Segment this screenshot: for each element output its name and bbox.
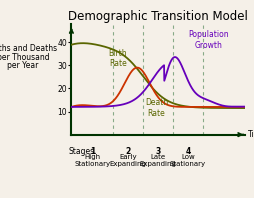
Text: Early: Early (119, 154, 136, 160)
Text: Late: Late (150, 154, 165, 160)
Text: Expanding: Expanding (139, 161, 176, 167)
Text: Birth
Rate: Birth Rate (108, 49, 126, 68)
Text: Stages: Stages (68, 147, 94, 156)
Text: Death
Rate: Death Rate (145, 98, 168, 118)
Text: 3: 3 (155, 147, 160, 156)
Text: per Thousand: per Thousand (0, 52, 49, 62)
Text: Births and Deaths: Births and Deaths (0, 44, 57, 53)
Text: Time: Time (247, 130, 254, 139)
Text: High: High (84, 154, 100, 160)
Text: 1: 1 (89, 147, 94, 156)
Text: Stationary: Stationary (74, 161, 110, 167)
Text: per Year: per Year (7, 61, 38, 70)
Text: 2: 2 (125, 147, 130, 156)
Text: 4: 4 (185, 147, 190, 156)
Text: Low: Low (180, 154, 194, 160)
Text: Stationary: Stationary (169, 161, 205, 167)
Title: Demographic Transition Model: Demographic Transition Model (68, 10, 247, 23)
Text: Population
Growth: Population Growth (188, 30, 228, 50)
Text: Expanding: Expanding (109, 161, 146, 167)
